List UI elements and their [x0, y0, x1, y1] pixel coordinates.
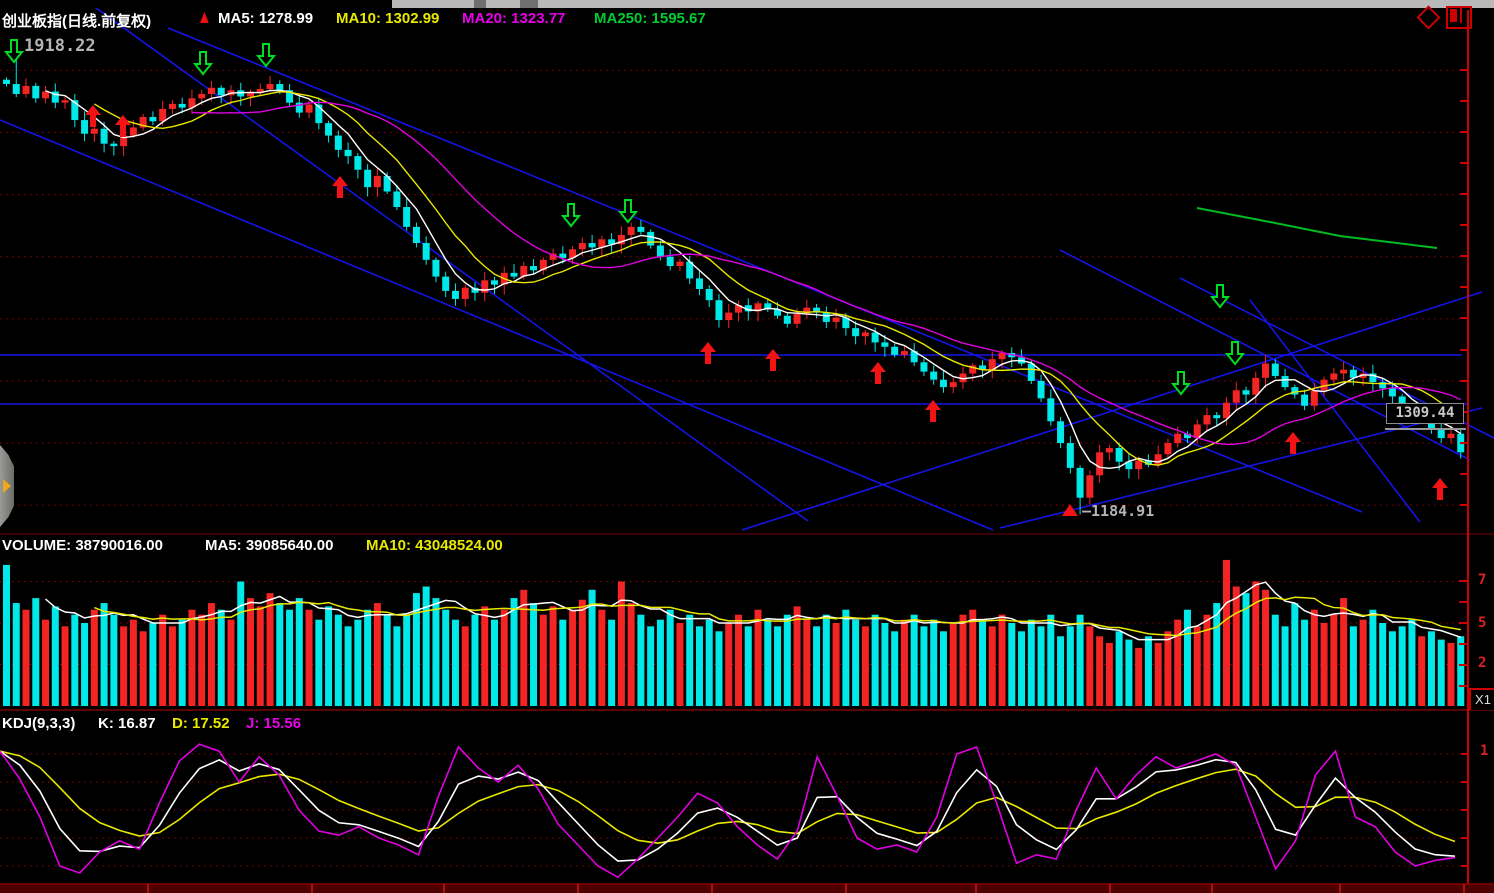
up-arrow-icon: ▲ [197, 6, 212, 29]
split-window-divider [1460, 8, 1462, 23]
x1-scale-badge[interactable]: X1 [1469, 688, 1494, 710]
vol-axis-label-50m: 5 [1478, 615, 1487, 631]
titlebar-left-gap [0, 0, 392, 8]
kdj-title: KDJ(9,3,3) [2, 715, 76, 732]
volume-readout: VOLUME: 38790016.00 [2, 537, 163, 554]
ma250-readout: MA250: 1595.67 [594, 10, 706, 27]
volume-ma5-readout: MA5: 39085640.00 [205, 537, 334, 554]
ma20-readout: MA20: 1323.77 [462, 10, 566, 27]
ma5-readout: MA5: 1278.99 [218, 10, 314, 27]
split-window-pane [1450, 9, 1457, 22]
kdj-j-readout: J: 15.56 [246, 715, 302, 732]
split-window-icon[interactable] [1446, 6, 1472, 29]
sidebar-expand-handle[interactable] [0, 445, 14, 527]
ma10-readout: MA10: 1302.99 [336, 10, 440, 27]
window-titlebar [0, 0, 1494, 8]
kdj-axis-label: 1 [1480, 743, 1489, 759]
volume-ma10-readout: MA10: 43048524.00 [366, 537, 503, 554]
titlebar-notch [520, 0, 538, 8]
period-high-label: 1918.22 [24, 36, 96, 56]
kdj-d-readout: D: 17.52 [172, 715, 230, 732]
vol-axis-label-25m: 2 [1478, 655, 1487, 671]
period-low-label: —1184.91 [1082, 502, 1155, 520]
vol-axis-label-75m: 7 [1478, 572, 1487, 588]
last-price-tag: 1309.44 [1386, 403, 1464, 424]
kdj-k-readout: K: 16.87 [98, 715, 156, 732]
titlebar-notch [474, 0, 486, 8]
expand-arrow-icon [3, 479, 11, 493]
symbol-title: 创业板指(日线.前复权) [2, 13, 152, 30]
